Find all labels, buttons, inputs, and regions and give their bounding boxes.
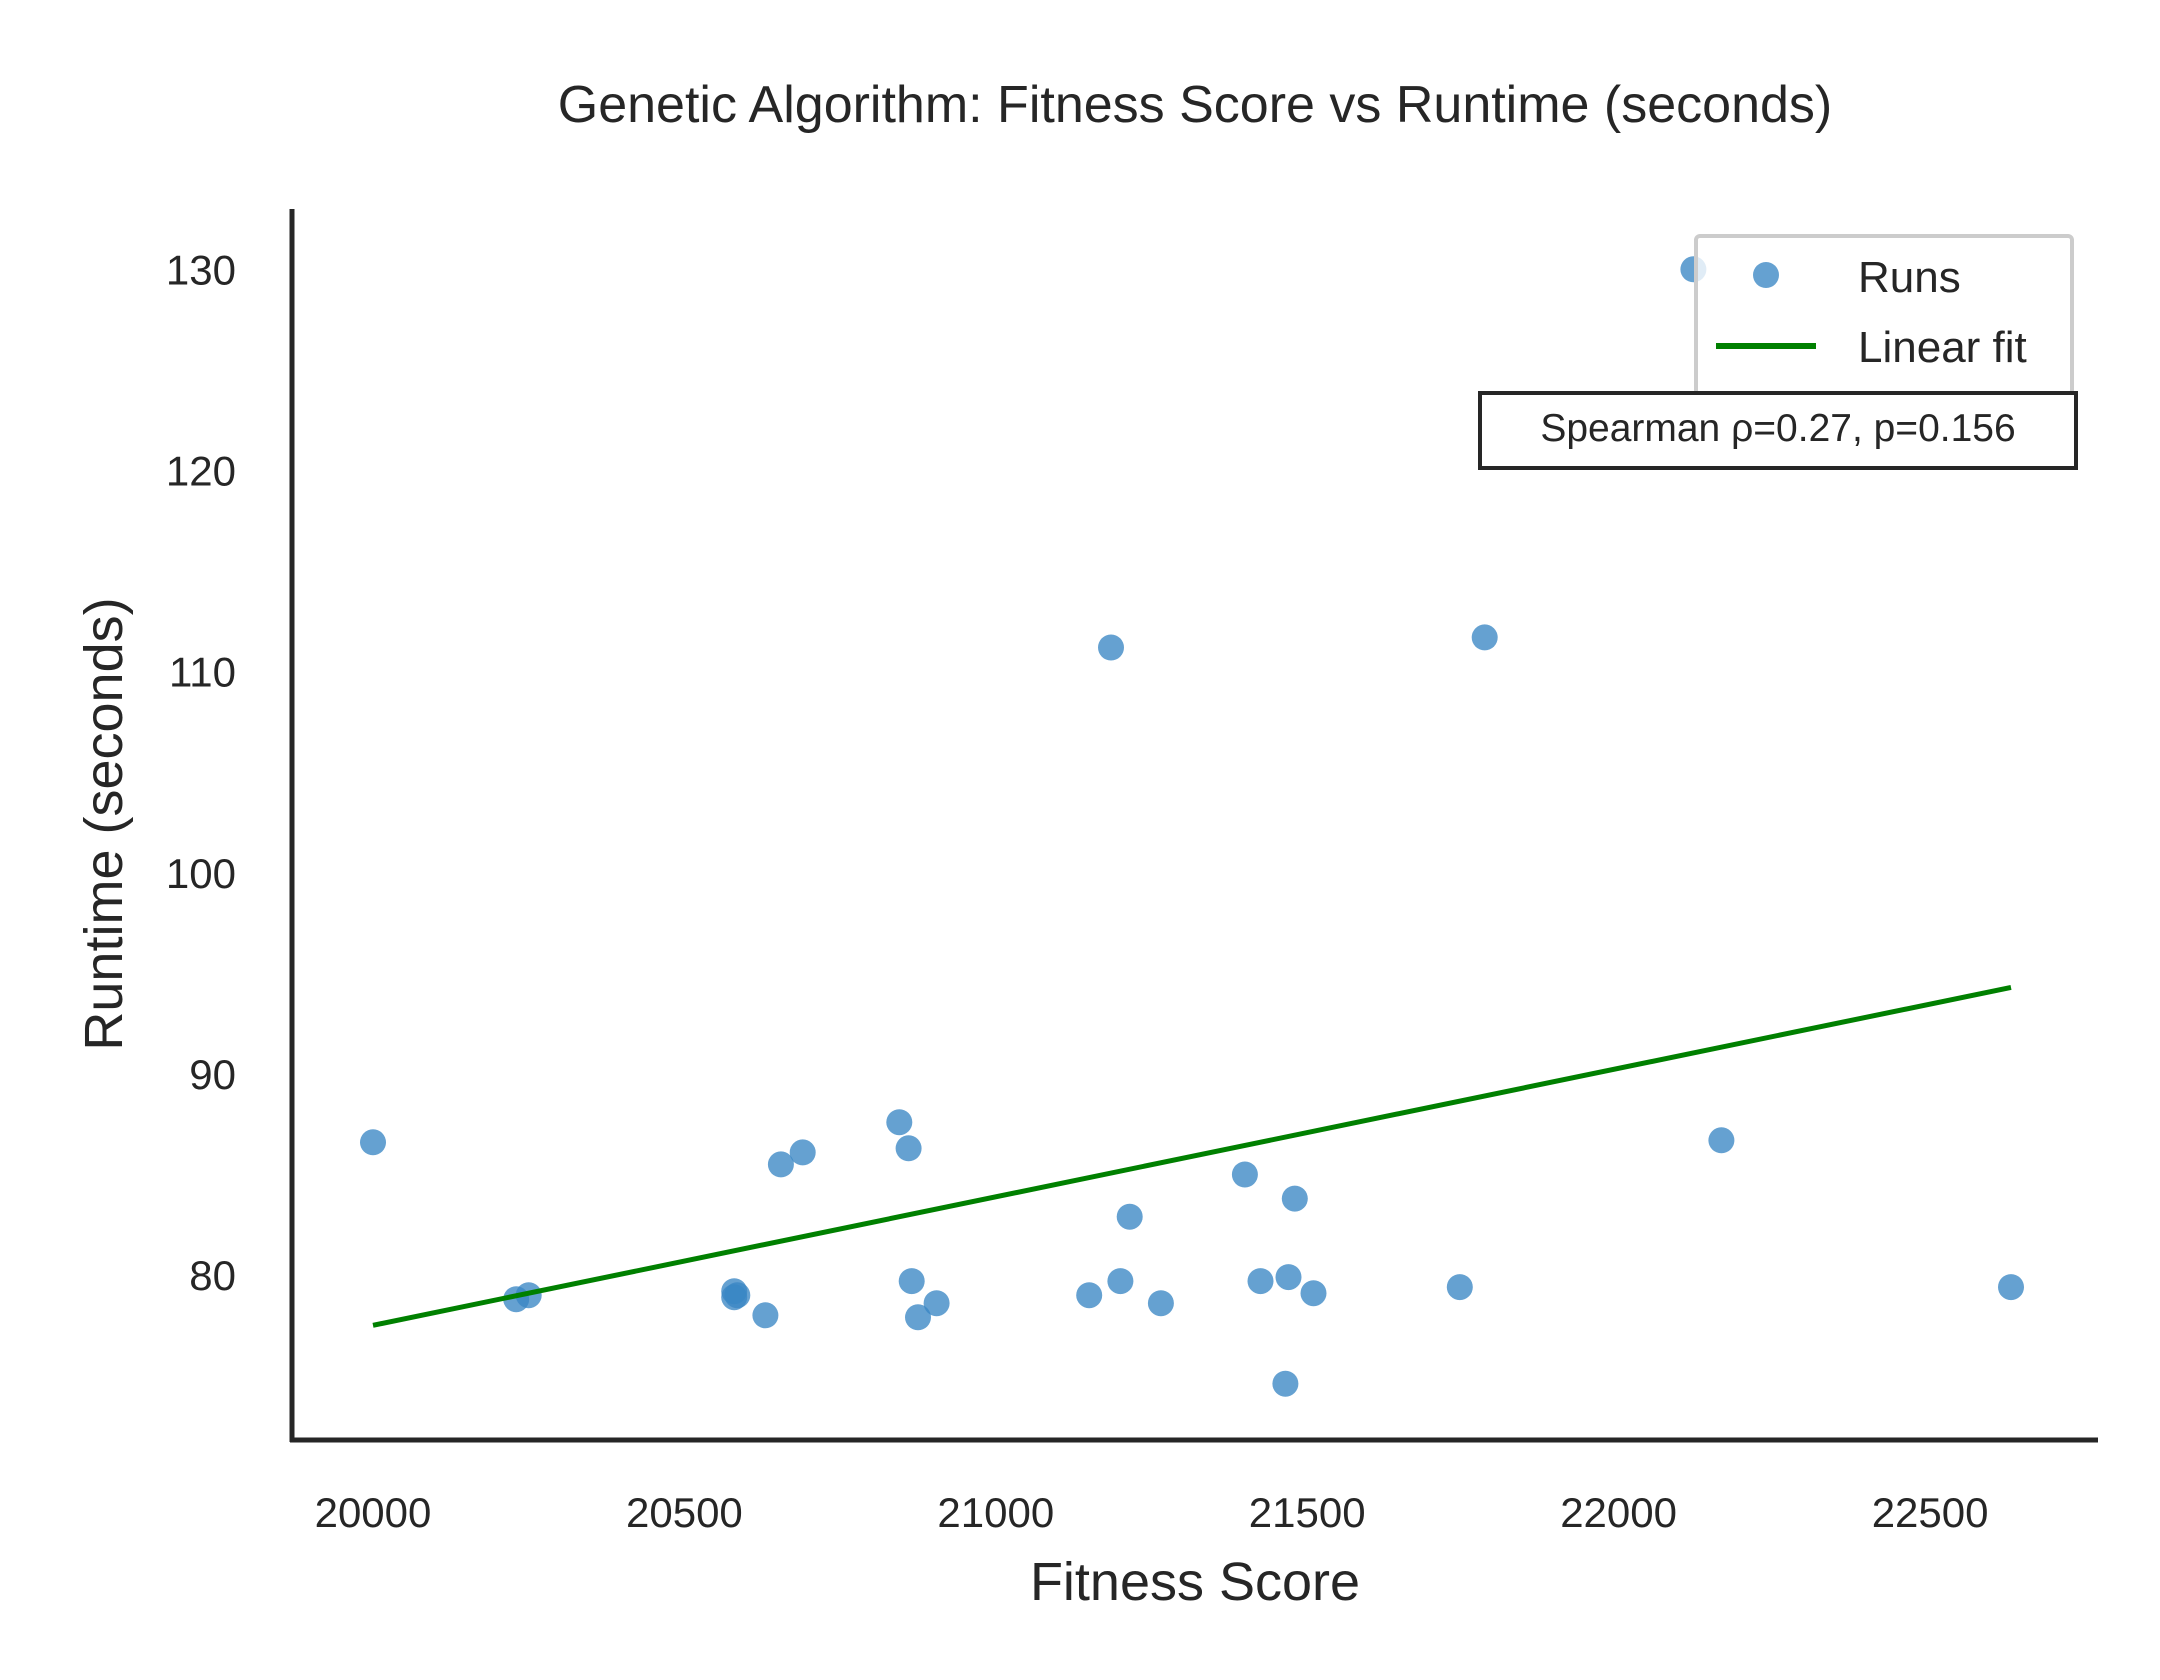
scatter-point: [1708, 1127, 1735, 1154]
scatter-point: [1998, 1274, 2024, 1301]
scatter-point: [789, 1139, 816, 1166]
linear-fit-line: [372, 984, 2012, 1328]
annotation-text: Spearman ρ=0.27, p=0.156: [1540, 407, 2015, 450]
x-tick-label: 21000: [937, 1489, 1054, 1536]
spearman-annotation: Spearman ρ=0.27, p=0.156: [1478, 391, 2078, 470]
y-tick-label: 80: [189, 1252, 236, 1299]
y-tick-label: 130: [166, 246, 236, 293]
x-tick-label: 20500: [626, 1489, 743, 1536]
scatter-point: [360, 1129, 386, 1156]
x-tick-label: 22000: [1560, 1489, 1677, 1536]
legend-label-runs: Runs: [1858, 253, 1961, 302]
scatter-point: [1107, 1268, 1134, 1295]
scatter-point: [898, 1268, 925, 1295]
scatter-point: [1281, 1185, 1308, 1212]
scatter-point: [1147, 1290, 1174, 1317]
scatter-point: [1275, 1264, 1302, 1291]
y-tick-labels: 80 90 100 110 120 130: [166, 246, 236, 1299]
chart-title: Genetic Algorithm: Fitness Score vs Runt…: [558, 76, 1832, 134]
annotation-box: [1478, 391, 2078, 470]
scatter-point: [767, 1151, 794, 1178]
x-tick-label: 20000: [315, 1489, 432, 1536]
x-tick-labels: 20000 20500 21000 21500 22000 22500: [315, 1489, 1989, 1536]
x-tick-label: 22500: [1872, 1489, 1989, 1536]
scatter-point: [1116, 1203, 1143, 1230]
scatter-point: [905, 1304, 931, 1331]
y-axis-label: Runtime (seconds): [74, 597, 134, 1050]
scatter-point: [1098, 634, 1124, 661]
plot-layer: [360, 256, 2024, 1397]
scatter-point: [895, 1135, 922, 1162]
legend: Runs Linear fit: [1694, 234, 2074, 396]
y-tick-label: 100: [166, 850, 236, 897]
scatter-point: [1231, 1161, 1258, 1188]
scatter-point: [1446, 1274, 1473, 1301]
legend-label-linear-fit: Linear fit: [1858, 323, 2027, 372]
scatter-point: [1076, 1282, 1103, 1309]
scatter-point: [1247, 1268, 1274, 1295]
y-tick-label: 90: [189, 1051, 236, 1098]
scatter-point: [1471, 624, 1498, 651]
scatter-point: [752, 1302, 779, 1329]
x-tick-label: 21500: [1249, 1489, 1366, 1536]
scatter-point: [923, 1290, 950, 1317]
scatter-point: [1272, 1370, 1299, 1397]
x-axis-label: Fitness Score: [1030, 1552, 1360, 1612]
scatter-point: [724, 1282, 751, 1309]
y-tick-label: 110: [169, 649, 236, 696]
legend-marker-runs: [1753, 262, 1779, 288]
scatter-point: [886, 1109, 913, 1136]
scatter-point: [1300, 1280, 1327, 1307]
y-tick-label: 120: [166, 448, 236, 495]
